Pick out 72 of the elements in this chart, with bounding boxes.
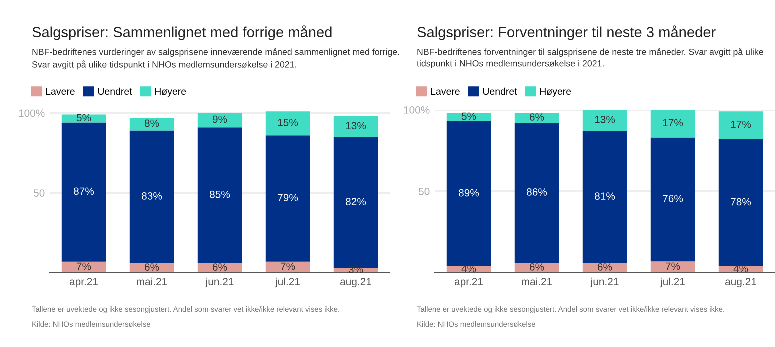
data-label: 13% bbox=[595, 116, 616, 124]
data-label: 13% bbox=[346, 122, 366, 130]
x-tick-label: mai.21 bbox=[137, 278, 168, 286]
legend-label: Høyere bbox=[540, 88, 572, 97]
x-tick-label: apr.21 bbox=[70, 278, 98, 288]
data-label: 89% bbox=[459, 189, 480, 197]
data-label: 4% bbox=[734, 265, 748, 272]
bar bbox=[198, 128, 242, 264]
bar bbox=[446, 113, 492, 122]
x-tick-label: jul.21 bbox=[275, 278, 300, 288]
data-label: 17% bbox=[731, 120, 752, 128]
y-tick-label: 50 bbox=[418, 188, 430, 196]
data-label: 6% bbox=[213, 264, 228, 271]
y-tick-label: 50 bbox=[34, 190, 45, 197]
data-label: 7% bbox=[666, 262, 680, 270]
chart-title: Salgspriser: Forventninger til neste 3 måneder bbox=[418, 26, 716, 40]
x-tick-label: apr.21 bbox=[454, 278, 483, 288]
legend-label: Uendret bbox=[98, 88, 132, 96]
y-tick-label: 100% bbox=[404, 106, 430, 114]
data-label: 15% bbox=[278, 119, 298, 126]
bar bbox=[130, 130, 174, 264]
data-label: 79% bbox=[278, 194, 298, 202]
data-label: 4% bbox=[462, 265, 476, 272]
data-label: 6% bbox=[145, 264, 160, 271]
data-label: 5% bbox=[462, 112, 476, 120]
x-tick-label: jul.21 bbox=[660, 278, 685, 288]
bar bbox=[130, 118, 174, 131]
data-label: 17% bbox=[663, 119, 684, 127]
bar bbox=[514, 123, 560, 264]
legend-label: Høyere bbox=[155, 88, 186, 97]
x-tick-label: aug.21 bbox=[340, 278, 372, 288]
data-label: 9% bbox=[212, 116, 228, 124]
bar bbox=[446, 121, 492, 266]
legend-label: Lavere bbox=[46, 88, 75, 96]
legend-label: Lavere bbox=[431, 88, 460, 96]
x-tick-label: mai.21 bbox=[522, 278, 552, 286]
data-label: 78% bbox=[731, 198, 752, 206]
bar bbox=[62, 114, 106, 123]
data-label: 6% bbox=[598, 264, 612, 271]
data-label: 85% bbox=[210, 190, 230, 198]
bar bbox=[650, 262, 696, 273]
data-label: 82% bbox=[346, 198, 366, 206]
x-tick-label: jun.21 bbox=[590, 278, 619, 288]
bar bbox=[650, 110, 696, 138]
bar bbox=[718, 112, 764, 140]
bar bbox=[582, 131, 628, 264]
bar bbox=[266, 112, 310, 136]
bar bbox=[650, 138, 696, 262]
data-label: 6% bbox=[530, 264, 544, 271]
bar bbox=[62, 122, 106, 262]
data-label: 5% bbox=[76, 114, 92, 122]
data-label: 81% bbox=[595, 192, 616, 200]
data-label: 86% bbox=[527, 188, 548, 196]
bar bbox=[718, 139, 764, 266]
data-label: 83% bbox=[142, 192, 162, 200]
data-label: 87% bbox=[74, 188, 94, 196]
data-label: 7% bbox=[77, 262, 92, 270]
data-label: 6% bbox=[530, 114, 544, 121]
x-tick-label: aug.21 bbox=[726, 278, 756, 288]
chart-title: Salgspriser: Sammenlignet med forrige måned bbox=[32, 26, 332, 40]
y-tick-label: 100% bbox=[19, 110, 45, 118]
bar bbox=[198, 113, 242, 128]
chart-subtitle: NBF-bedriftenes forventninger til salgsprisene de neste tre måneder. Svar avgitt på ulike tidspunkt i NHOs medlemsundersøkelse i 2021. bbox=[417, 48, 764, 69]
bar bbox=[582, 110, 628, 132]
bar bbox=[266, 136, 310, 262]
chart-subtitle: NBF-bedriftenes vurderinger av salgsprisene inneværende måned sammenlignet med forrige. Svar avgitt på ulike tidspunkt i NHOs medlemsundersøkelse i 2021. bbox=[32, 48, 400, 70]
bar bbox=[334, 116, 378, 138]
data-label: 76% bbox=[663, 195, 684, 202]
legend-label: Uendret bbox=[483, 88, 518, 96]
data-label: 8% bbox=[144, 120, 160, 128]
data-label: 7% bbox=[281, 262, 296, 270]
x-tick-label: jun.21 bbox=[206, 278, 234, 288]
